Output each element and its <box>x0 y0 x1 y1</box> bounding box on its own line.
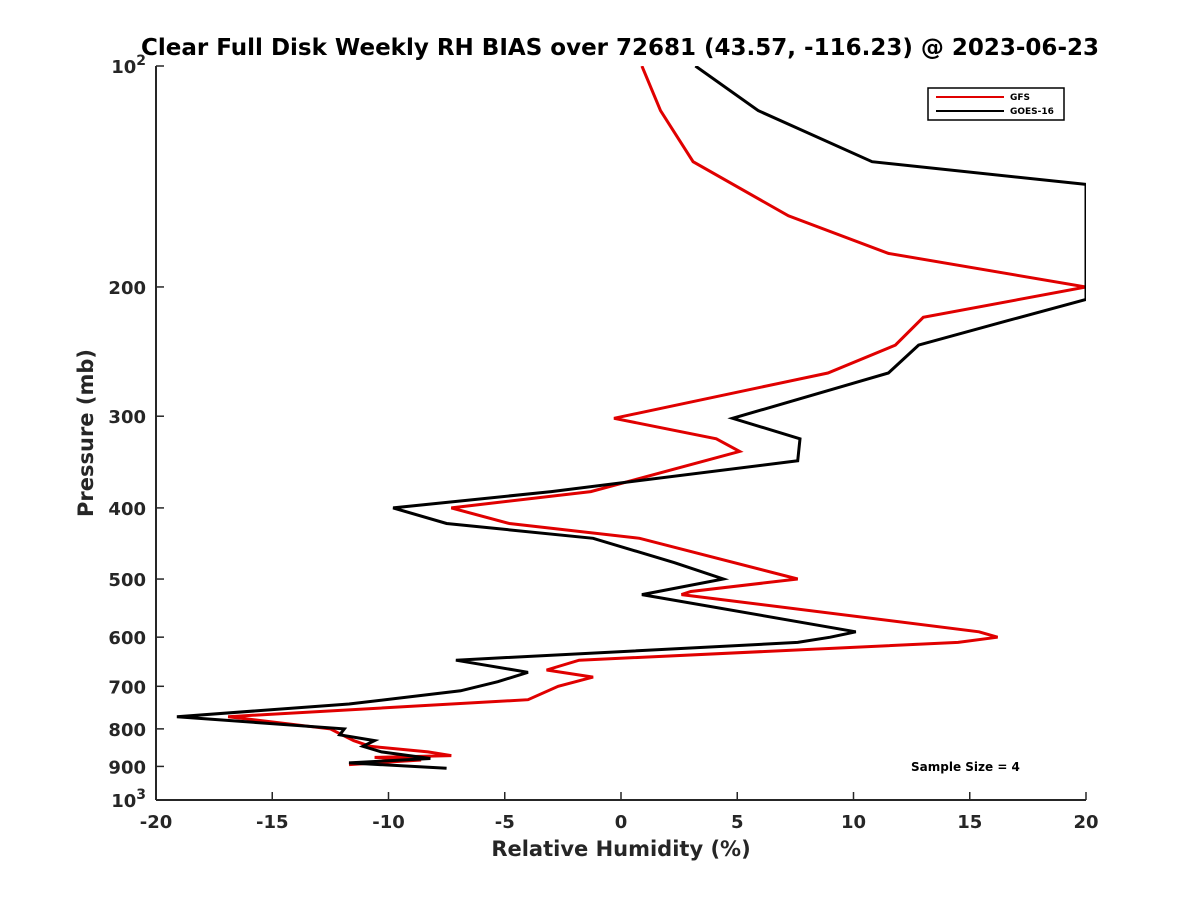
y-tick-label: 900 <box>108 757 146 778</box>
legend-label-goes16: GOES-16 <box>1010 107 1054 117</box>
x-tick-label: 15 <box>957 812 982 833</box>
x-tick-label: 5 <box>731 812 744 833</box>
y-tick-label: 500 <box>108 570 146 591</box>
y-tick-label: 800 <box>108 720 146 741</box>
legend: GFS GOES-16 <box>927 87 1065 121</box>
x-tick-label: 20 <box>1073 812 1098 833</box>
x-axis-ticks: -20 -15 -10 -5 0 5 10 15 20 <box>140 792 1099 833</box>
y-axis-label: Pressure (mb) <box>74 349 98 517</box>
y-axis-ticks: 102 200 300 400 500 600 700 800 900 103 <box>108 53 164 812</box>
legend-box <box>927 87 1065 121</box>
x-tick-label: 10 <box>841 812 866 833</box>
chart-title: Clear Full Disk Weekly RH BIAS over 7268… <box>141 35 1099 61</box>
x-tick-label: -20 <box>140 812 173 833</box>
y-tick-label: 300 <box>108 407 146 428</box>
x-axis-label: Relative Humidity (%) <box>491 837 750 861</box>
x-tick-label: -15 <box>256 812 289 833</box>
series-line-gfs <box>227 66 1086 767</box>
series-line-goes16 <box>176 66 1086 770</box>
y-tick-label: 400 <box>108 499 146 520</box>
y-tick-label: 102 <box>111 53 146 78</box>
y-tick-label: 700 <box>108 677 146 698</box>
x-tick-label: 0 <box>615 812 628 833</box>
y-tick-label: 200 <box>108 278 146 299</box>
y-tick-label: 103 <box>111 787 146 812</box>
x-tick-label: -10 <box>372 812 405 833</box>
x-tick-label: -5 <box>495 812 515 833</box>
series-layer <box>176 66 1086 770</box>
sample-size-annotation: Sample Size = 4 <box>911 760 1020 774</box>
plot-area: -20 -15 -10 -5 0 5 10 15 20 102 200 300 400 500 600 70… <box>108 53 1098 833</box>
legend-label-gfs: GFS <box>1010 93 1030 103</box>
y-tick-label: 600 <box>108 628 146 649</box>
